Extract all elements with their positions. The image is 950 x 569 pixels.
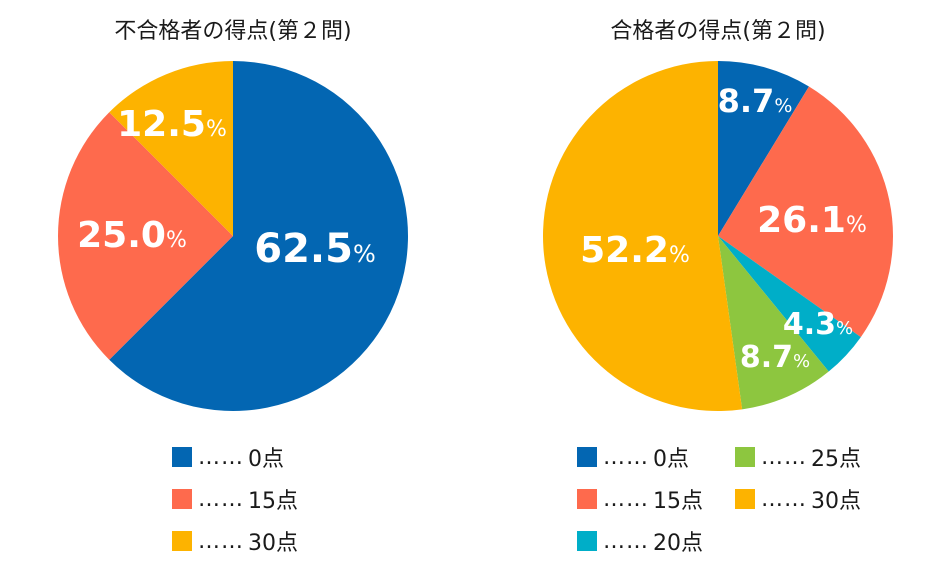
legend-dots: …… (198, 444, 244, 470)
pie-slice (109, 61, 233, 236)
chart-title-passed: 合格者の得点(第２問) (610, 19, 825, 44)
pie-slice (718, 61, 809, 236)
legend-item-25: …… 25点 (735, 442, 861, 472)
slice-value-label: 26.1% (757, 200, 867, 241)
legend-item-30: …… 30点 (735, 484, 861, 514)
slice-value-label: 62.5% (254, 226, 376, 272)
legend-dots: …… (603, 486, 649, 512)
legend-dots: …… (198, 486, 244, 512)
legend-swatch (735, 489, 755, 509)
legend-item-30: …… 30点 (172, 526, 298, 556)
legend-item-0: …… 0点 (172, 442, 284, 472)
pie-slice (109, 61, 408, 411)
legend-label: 15点 (653, 489, 703, 514)
legend-dots: …… (198, 528, 244, 554)
pie-chart-failed: 62.5% 25.0% 12.5% (58, 61, 408, 411)
pie-slice (718, 236, 829, 410)
legend-label: 15点 (248, 489, 298, 514)
legend-swatch (735, 447, 755, 467)
pie-slice (718, 236, 861, 372)
pie-slice (718, 86, 893, 338)
legend-swatch (172, 489, 192, 509)
legend-label: 30点 (248, 531, 298, 556)
chart-title-failed: 不合格者の得点(第２問) (114, 19, 351, 44)
legend-item-20: …… 20点 (577, 526, 703, 556)
pie-slice (58, 112, 233, 360)
legend-dots: …… (761, 444, 807, 470)
legend-item-0: …… 0点 (577, 442, 689, 472)
legend-dots: …… (603, 528, 649, 554)
legend-item-15: …… 15点 (172, 484, 298, 514)
legend-dots: …… (603, 444, 649, 470)
pie-slice (542, 61, 743, 411)
slice-value-label: 8.7% (740, 340, 810, 375)
legend-swatch (577, 447, 597, 467)
legend-label: 30点 (811, 489, 861, 514)
legend-swatch (172, 447, 192, 467)
pie-chart-passed: 8.7%26.1%4.3%8.7%52.2% (542, 61, 893, 411)
slice-value-label: 8.7% (718, 82, 793, 120)
legend-label: 0点 (653, 447, 689, 472)
legend-swatch (577, 489, 597, 509)
slice-value-label: 12.5% (117, 104, 227, 145)
slice-value-label: 25.0% (77, 215, 187, 256)
legend-swatch (172, 531, 192, 551)
legend-label: 20点 (653, 531, 703, 556)
legend-label: 25点 (811, 447, 861, 472)
slice-value-label: 52.2% (580, 230, 690, 271)
legend-item-15: …… 15点 (577, 484, 703, 514)
legend-swatch (577, 531, 597, 551)
legend-label: 0点 (248, 447, 284, 472)
slice-value-label: 4.3% (783, 307, 853, 342)
legend-dots: …… (761, 486, 807, 512)
